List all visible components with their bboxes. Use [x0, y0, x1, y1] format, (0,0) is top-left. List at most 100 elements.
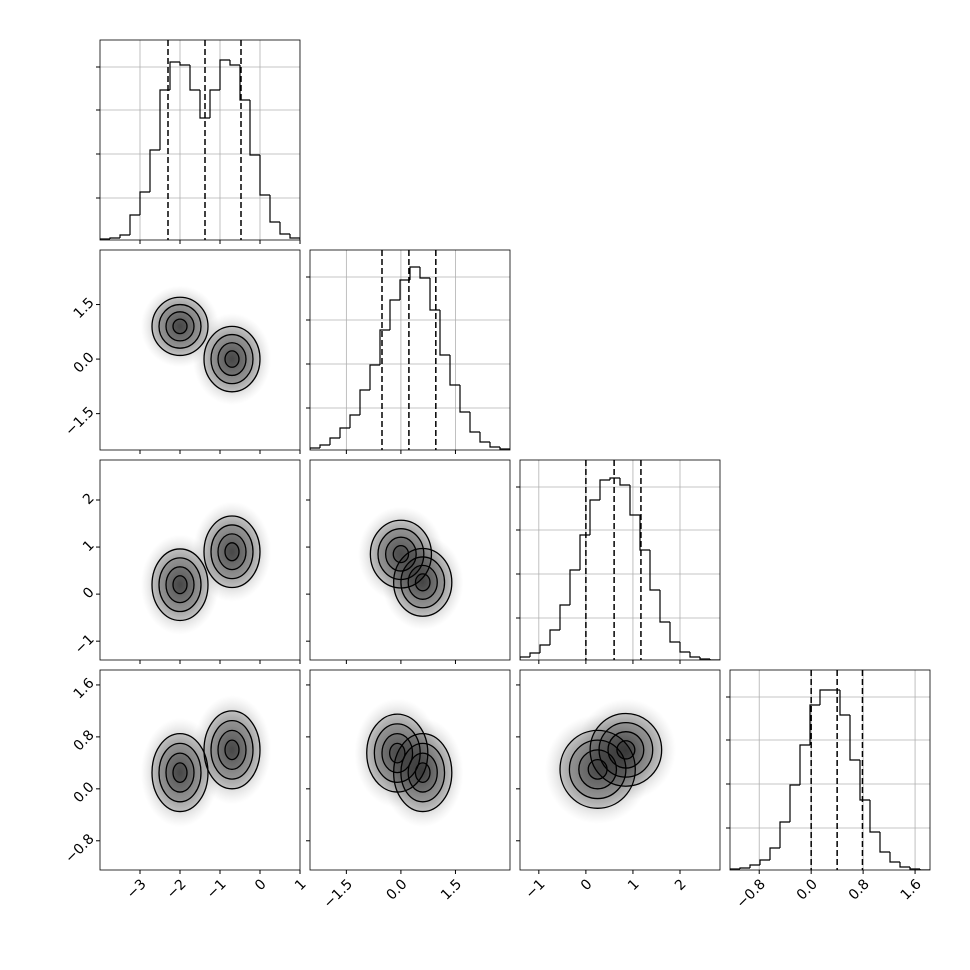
contour	[224, 739, 240, 761]
y-tick-label: 0	[80, 584, 98, 602]
contour	[165, 311, 195, 342]
contour	[388, 742, 406, 764]
x-tick-label: 2	[672, 876, 690, 894]
contour	[172, 762, 188, 783]
histogram-step	[799, 744, 810, 785]
panel	[140, 285, 272, 405]
histogram-step	[919, 869, 930, 870]
histogram-step	[310, 447, 320, 450]
x-tick-label: 0.8	[846, 876, 873, 903]
histogram-step	[249, 100, 260, 156]
histogram-step	[169, 61, 180, 90]
histogram-step	[359, 389, 370, 415]
y-tick-label: 0.8	[71, 727, 98, 754]
contour	[151, 732, 209, 813]
histogram-step	[319, 444, 330, 448]
histogram-step	[549, 629, 560, 645]
contour	[400, 556, 446, 609]
histogram-step	[679, 642, 690, 653]
contour	[407, 752, 438, 793]
contour	[587, 758, 608, 780]
histogram-step	[569, 569, 580, 605]
contour	[217, 342, 247, 377]
histogram-step	[730, 868, 740, 870]
histogram-step	[559, 604, 570, 630]
histogram-step	[619, 478, 630, 486]
contour	[203, 515, 261, 589]
panel-frame	[99, 459, 301, 661]
contour	[158, 557, 202, 613]
histogram-step	[489, 442, 500, 448]
contour	[578, 749, 618, 790]
x-tick-label: −3	[124, 876, 150, 902]
contour	[158, 742, 202, 803]
contour	[203, 325, 261, 393]
panel-frame	[729, 669, 931, 871]
histogram-step	[339, 427, 350, 438]
histogram-step	[279, 222, 290, 235]
histogram-step	[329, 437, 340, 445]
histogram-step	[879, 832, 890, 853]
x-tick-label: 1.5	[438, 876, 465, 903]
histogram-step	[259, 155, 270, 196]
histogram-step	[659, 590, 670, 623]
y-tick-label: 0.0	[71, 349, 98, 376]
contour	[165, 752, 195, 793]
contour	[224, 542, 240, 562]
histogram-step	[629, 485, 640, 516]
contour	[224, 350, 240, 368]
panel	[730, 670, 930, 870]
x-tick-label: −0.8	[734, 876, 769, 911]
y-tick-label: 0.0	[71, 779, 98, 806]
contour	[151, 296, 209, 357]
contour	[616, 740, 636, 760]
contour	[392, 544, 410, 564]
contour	[158, 303, 202, 349]
contour	[381, 732, 414, 774]
x-tick-label: −1	[523, 876, 549, 902]
panel	[140, 501, 272, 635]
histogram-step	[769, 847, 780, 860]
histogram-step	[689, 652, 700, 658]
contour	[607, 731, 645, 769]
panel	[354, 698, 464, 828]
histogram-step	[809, 704, 820, 745]
contour	[172, 318, 188, 335]
panel-frame	[519, 459, 721, 661]
x-tick-label: 0	[252, 876, 270, 894]
histogram-step	[349, 414, 360, 428]
contour	[414, 762, 431, 783]
histogram-step	[459, 385, 470, 413]
histogram-step	[649, 550, 660, 591]
contour	[151, 548, 209, 622]
histogram-step	[589, 499, 600, 535]
histogram-step	[129, 214, 140, 235]
x-tick-label: 0	[578, 876, 596, 894]
contour	[384, 536, 417, 572]
histogram-step	[909, 867, 920, 870]
contour	[210, 719, 254, 780]
histogram-step	[239, 65, 250, 101]
histogram-step	[539, 644, 550, 653]
histogram-step	[520, 656, 530, 660]
histogram-step	[389, 299, 400, 330]
histogram-step	[429, 278, 440, 311]
panel	[544, 698, 676, 824]
histogram-step	[709, 659, 720, 660]
y-tick-label: 2	[80, 490, 98, 508]
histogram-step	[869, 800, 880, 833]
x-tick-label: 1.6	[898, 876, 925, 903]
histogram-step	[379, 329, 390, 365]
y-tick-label: 1.6	[71, 675, 98, 702]
histogram-step	[849, 715, 860, 761]
histogram-step	[759, 859, 770, 865]
contour	[407, 564, 438, 600]
histogram-step	[889, 852, 900, 863]
histogram-step	[179, 62, 190, 66]
histogram-step	[439, 310, 450, 356]
x-tick-label: −2	[164, 876, 190, 902]
panel-frame	[99, 39, 301, 241]
histogram-step	[599, 479, 610, 500]
x-tick-label: 1	[292, 876, 310, 894]
